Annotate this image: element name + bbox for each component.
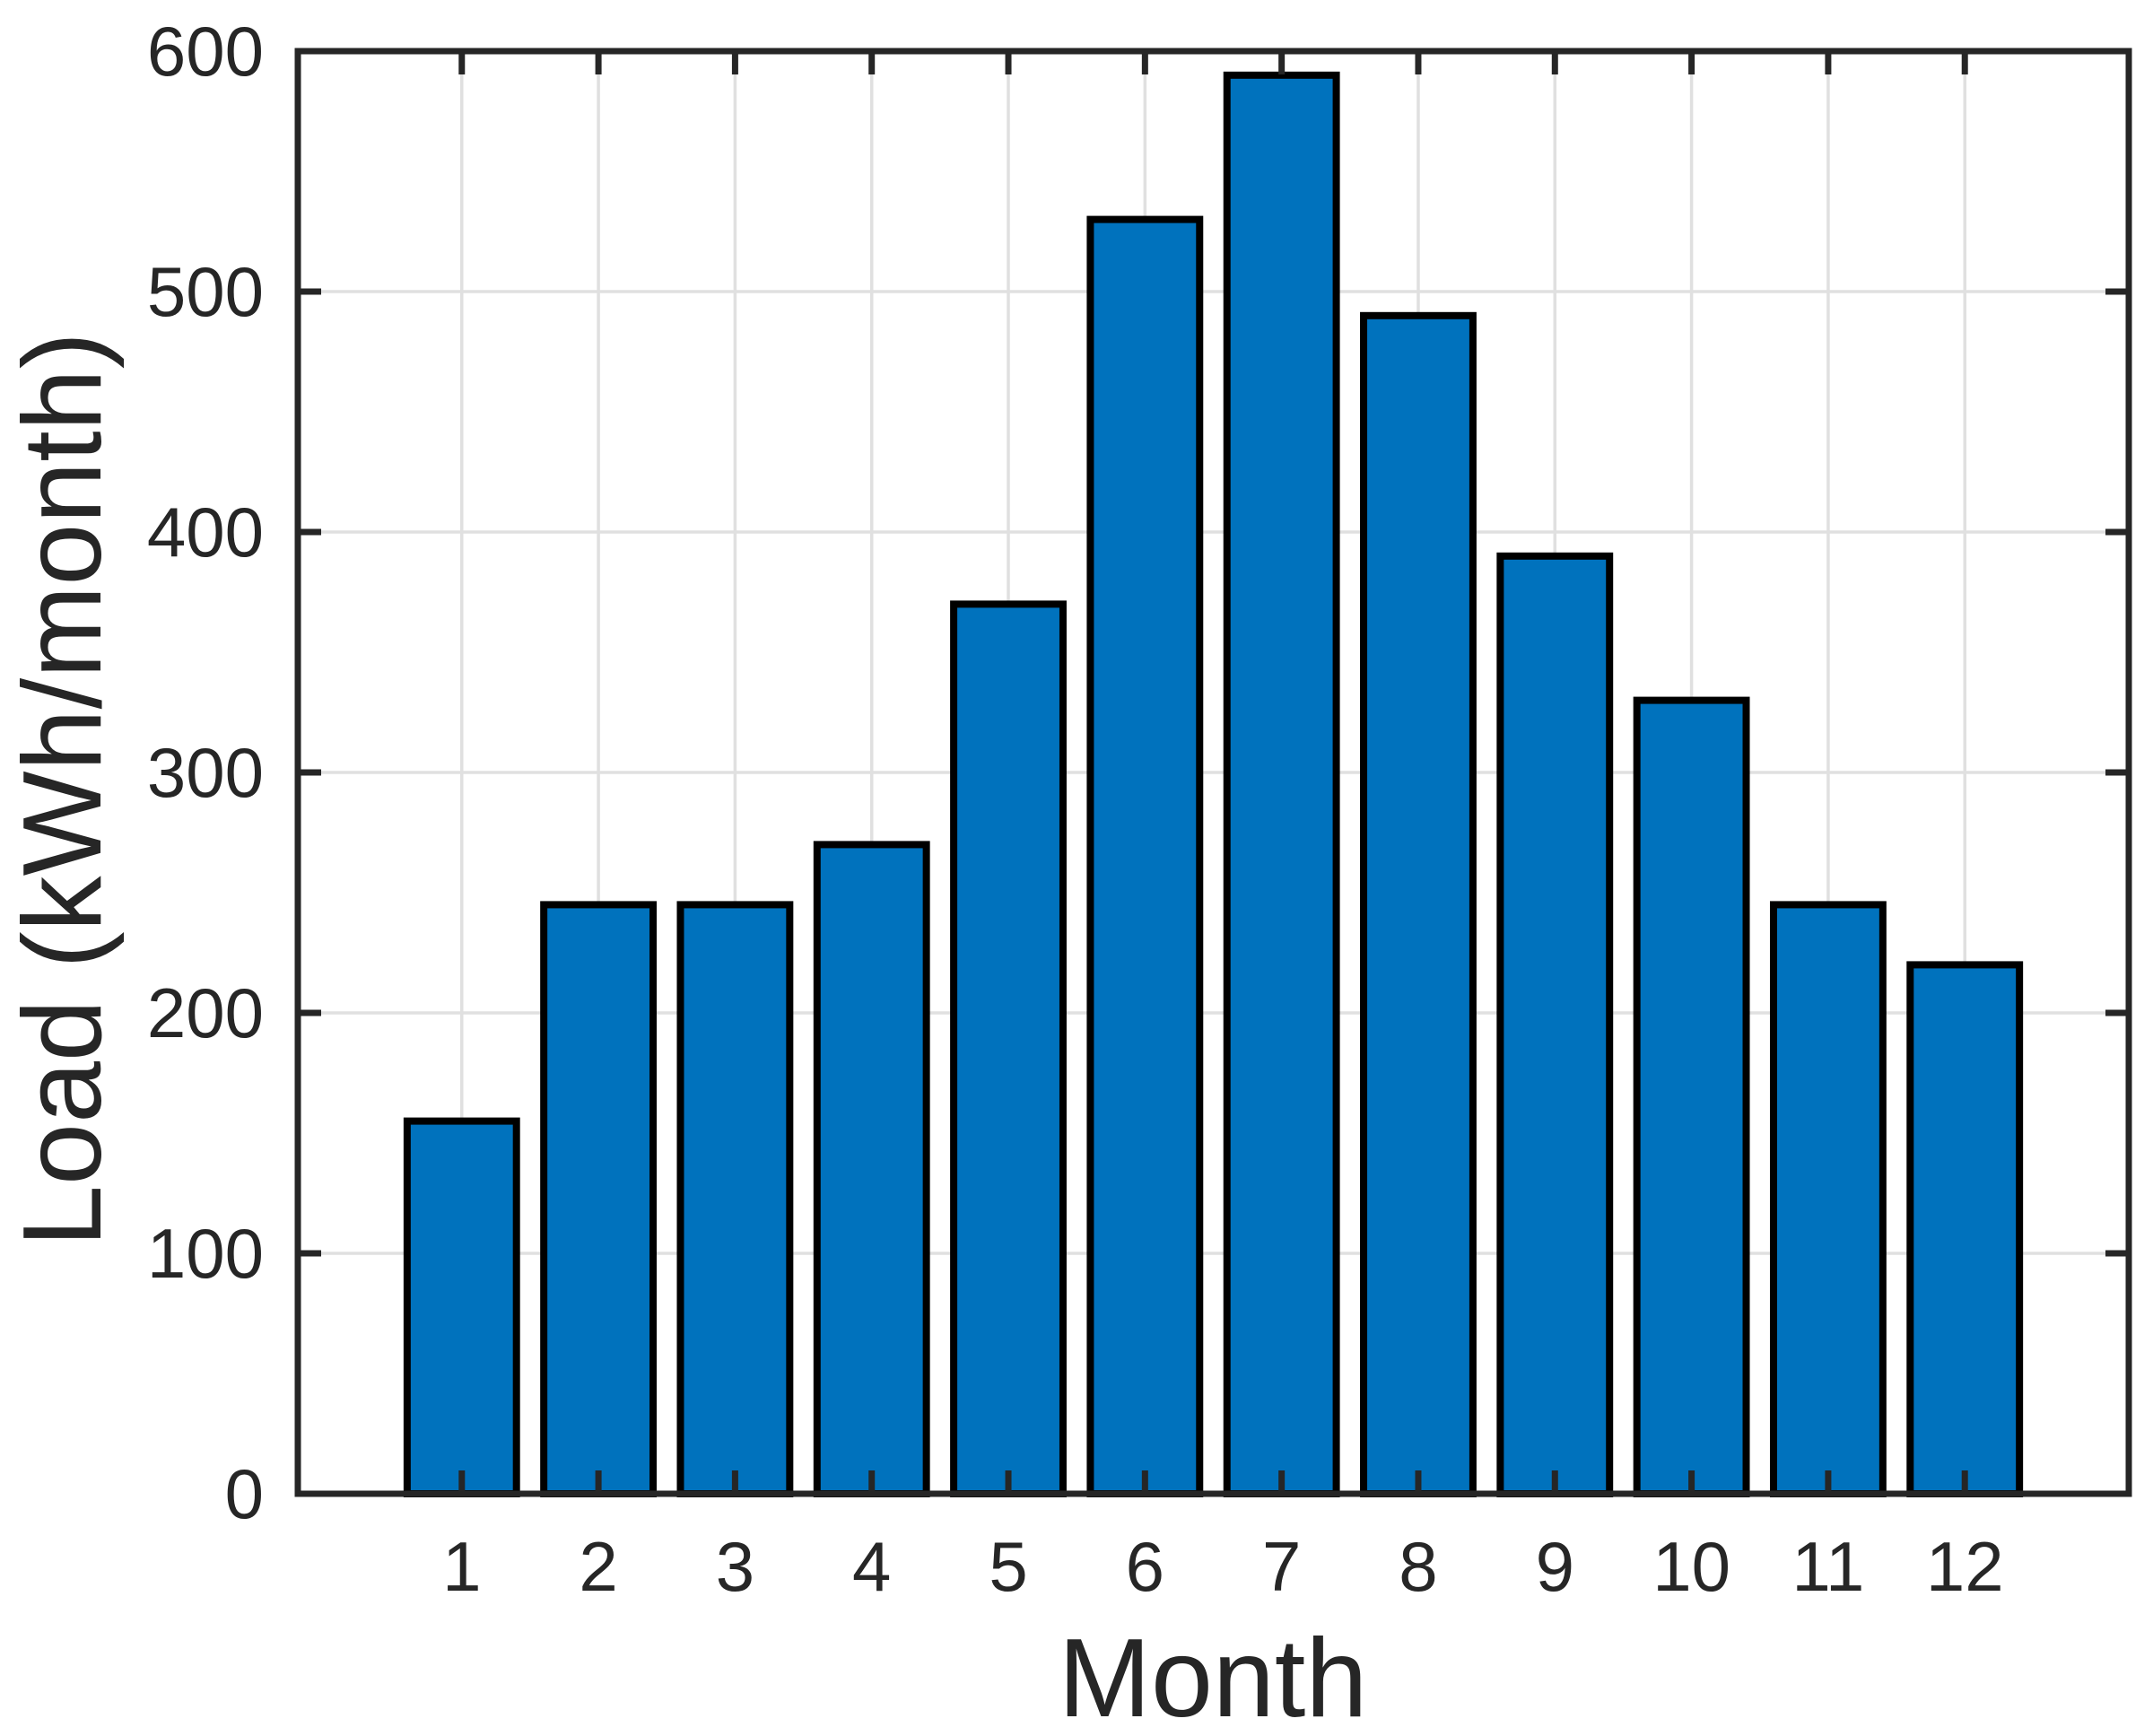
x-tick-label-6: 6	[1126, 1527, 1164, 1606]
bar-month-12	[1906, 961, 2024, 1497]
x-tick-label-11: 11	[1791, 1527, 1864, 1606]
bar-month-2	[540, 901, 658, 1497]
y-tick-label-200: 200	[147, 973, 264, 1052]
x-tick-label-9: 9	[1536, 1527, 1574, 1606]
bar-month-9	[1496, 552, 1614, 1497]
x-tick-label-2: 2	[579, 1527, 617, 1606]
bar-month-5	[950, 600, 1067, 1497]
bar-month-4	[813, 841, 930, 1497]
y-tick-label-0: 0	[225, 1454, 264, 1533]
ticks-layer	[298, 48, 2129, 1497]
bars-layer	[403, 71, 2024, 1498]
x-tick-label-8: 8	[1399, 1527, 1437, 1606]
bar-month-6	[1086, 215, 1204, 1498]
y-tick-label-300: 300	[147, 733, 264, 812]
x-tick-label-7: 7	[1262, 1527, 1301, 1606]
bar-month-1	[403, 1117, 520, 1497]
x-tick-label-10: 10	[1652, 1527, 1730, 1606]
x-axis-label: Month	[1059, 1617, 1368, 1736]
bar-month-3	[676, 901, 794, 1497]
bar-month-11	[1769, 901, 1887, 1497]
x-tick-label-3: 3	[716, 1527, 754, 1606]
y-axis-label: Load (kWh/month)	[1, 332, 125, 1247]
x-tick-label-12: 12	[1926, 1527, 2004, 1606]
x-tick-label-1: 1	[442, 1527, 481, 1606]
y-tick-label-600: 600	[147, 12, 264, 91]
x-tick-label-4: 4	[852, 1527, 891, 1606]
bar-month-10	[1633, 696, 1750, 1497]
bar-month-8	[1360, 311, 1477, 1497]
y-tick-label-100: 100	[147, 1214, 264, 1293]
y-tick-label-400: 400	[147, 493, 264, 571]
x-tick-label-5: 5	[989, 1527, 1027, 1606]
bar-month-7	[1223, 71, 1340, 1497]
y-tick-label-500: 500	[147, 252, 264, 331]
